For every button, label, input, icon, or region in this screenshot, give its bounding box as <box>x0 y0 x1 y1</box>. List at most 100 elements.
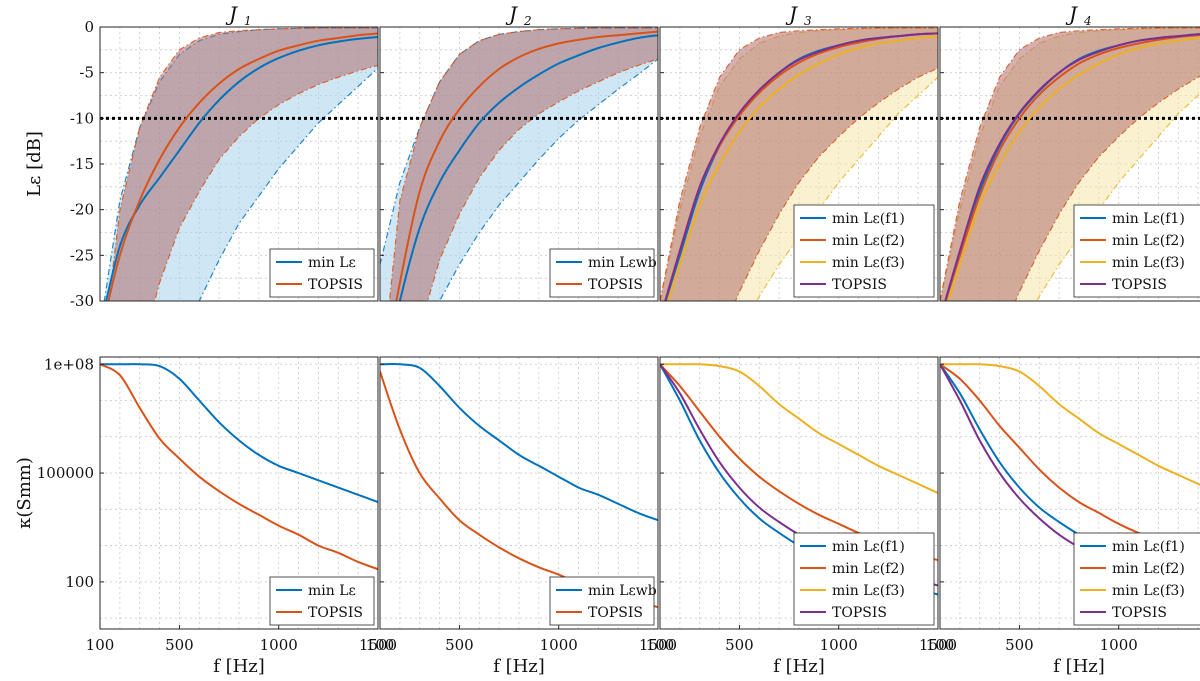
axes-frame <box>939 356 1200 630</box>
legend: min Lε(f1) min Lε(f2) min Lε(f3) TOPSIS <box>793 532 935 626</box>
legend-box <box>1073 532 1200 626</box>
legend-box <box>1073 204 1200 298</box>
legend: min Lε(f1) min Lε(f2) min Lε(f3) TOPSIS <box>1073 532 1200 626</box>
legend: min Lε(f1) min Lε(f2) min Lε(f3) TOPSIS <box>1073 204 1200 298</box>
series-line-topsis <box>380 371 658 609</box>
band-upper-edge <box>940 27 1200 301</box>
panel-title-subscript: 1 <box>244 14 252 28</box>
y-tick-label: -30 <box>70 292 94 310</box>
legend-label: min Lε(f2) <box>832 561 905 577</box>
series-line-min-l-f2- <box>940 363 1200 557</box>
panel-title: J <box>225 2 238 26</box>
legend-label: min Lε(f1) <box>1112 211 1185 227</box>
legend-label: TOPSIS <box>1112 277 1167 293</box>
y-tick-label: -25 <box>70 246 94 264</box>
series-line-min-l-f3- <box>947 36 1200 301</box>
panel-J4-bottom: 100 500 1000 1500 f [Hz] min Lε(f1) min Lε(f2)… <box>926 356 1200 677</box>
legend-box <box>793 532 935 626</box>
legend-label: TOPSIS <box>308 605 363 621</box>
x-tick-label: 500 <box>725 636 754 654</box>
x-axis-label: f [Hz] <box>773 656 825 677</box>
legend-label: TOPSIS <box>832 277 887 293</box>
band-lower-edge <box>153 64 378 301</box>
legend-label: min Lεwb <box>588 255 657 271</box>
series-line-min-l- <box>105 36 378 301</box>
x-tick-label: 100 <box>646 636 675 654</box>
uncertainty-band <box>389 27 658 301</box>
panel-J1-bottom: 1e+08 100000 100 100 500 1000 1500 f [Hz] min Lε… <box>37 355 397 677</box>
series-line-min-l-f2- <box>944 34 1200 301</box>
y-tick-label: -20 <box>70 201 94 219</box>
axes-frame <box>379 356 659 630</box>
legend-label: min Lε(f3) <box>832 255 905 271</box>
series-line-min-l-wb <box>380 362 658 522</box>
y-tick-label: 100 <box>65 573 94 591</box>
legend: min Lεwb TOPSIS <box>549 248 657 298</box>
axes-frame <box>99 356 379 630</box>
legend-box <box>549 576 655 626</box>
series-line-topsis <box>664 32 938 301</box>
legend: min Lε TOPSIS <box>269 576 375 626</box>
band-upper-edge <box>108 27 378 301</box>
band-lower-edge <box>1014 75 1200 301</box>
x-tick-label: 1000 <box>820 636 858 654</box>
band-lower-edge <box>427 58 658 301</box>
plot-area <box>940 27 1200 301</box>
top-y-axis-label: Lε [dB] <box>24 131 45 197</box>
x-tick-label: 500 <box>445 636 474 654</box>
legend-label: min Lε(f2) <box>1112 561 1185 577</box>
x-axis-label: f [Hz] <box>1053 656 1105 677</box>
plot-area <box>660 27 938 301</box>
series-line-topsis <box>107 32 378 301</box>
legend-label: TOPSIS <box>1112 605 1167 621</box>
uncertainty-band <box>108 27 378 301</box>
x-tick-label: 1500 <box>639 636 677 654</box>
x-tick-label: 1000 <box>1100 636 1138 654</box>
y-tick-label: 0 <box>84 18 94 36</box>
legend-label: min Lε(f1) <box>1112 539 1185 555</box>
x-tick-label: 100 <box>86 636 115 654</box>
panel-title-subscript: 3 <box>804 14 812 28</box>
series-line-topsis <box>944 33 1200 301</box>
legend: min Lε(f1) min Lε(f2) min Lε(f3) TOPSIS <box>793 204 935 298</box>
series-line-topsis <box>100 363 378 571</box>
legend-box <box>269 576 375 626</box>
y-tick-label: -5 <box>79 64 94 82</box>
panel-J3-top: J 3 min Lε(f1) min Lε(f2) min Lε(f3) TOPSIS <box>659 2 939 302</box>
panel-J2-top: J 2 min Lεwb TOPSIS <box>379 2 659 302</box>
legend-label: min Lε(f1) <box>832 211 905 227</box>
x-tick-label: 1500 <box>359 636 397 654</box>
panel-title: J <box>1065 2 1078 26</box>
legend-label: min Lε(f2) <box>832 233 905 249</box>
legend-label: TOPSIS <box>308 277 363 293</box>
uncertainty-band <box>940 27 1200 301</box>
series-line-min-l-wb <box>398 34 658 301</box>
legend-label: TOPSIS <box>588 605 643 621</box>
legend-label: min Lεwb <box>588 583 657 599</box>
panel-title-subscript: 2 <box>523 14 532 28</box>
series-line-min-l-f3- <box>667 35 938 301</box>
plot-area <box>380 27 658 301</box>
band-upper-edge <box>660 27 938 301</box>
x-tick-label: 1500 <box>1199 636 1200 654</box>
x-tick-label: 1000 <box>540 636 578 654</box>
legend: min Lεwb TOPSIS <box>549 576 657 626</box>
panel-title-subscript: 4 <box>1083 14 1092 28</box>
series-line-min-l- <box>100 363 378 504</box>
band-upper-edge <box>388 27 658 301</box>
legend-box <box>549 248 655 298</box>
x-tick-label: 500 <box>1005 636 1034 654</box>
legend-label: min Lε(f3) <box>1112 255 1185 271</box>
legend-label: TOPSIS <box>832 605 887 621</box>
plot-area <box>100 363 378 571</box>
plot-area <box>100 27 378 301</box>
x-axis-label: f [Hz] <box>213 656 265 677</box>
series-line-min-l-f3- <box>940 363 1200 486</box>
uncertainty-band <box>660 27 938 301</box>
band-lower-edge <box>198 67 378 301</box>
axes-frame <box>659 356 939 630</box>
x-tick-label: 1000 <box>260 636 298 654</box>
band-lower-edge <box>734 67 938 301</box>
panel-J4-top: J 4 min Lε(f1) min Lε(f2) min Lε(f3) TOPSIS <box>939 2 1200 302</box>
